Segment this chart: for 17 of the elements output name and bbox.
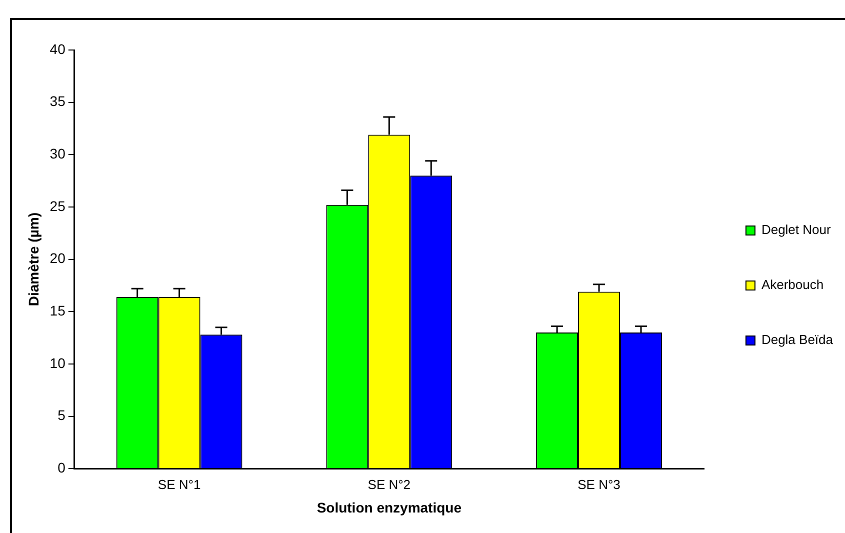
y-tick-label: 15 [50,302,66,318]
y-tick-label: 10 [50,354,66,371]
y-tick-label: 5 [58,407,66,424]
y-tick-label: 25 [50,198,66,214]
y-tick-label: 0 [58,459,66,476]
x-axis-title: Solution enzymatique [316,499,462,516]
y-axis-title: Diamètre (µm) [25,212,42,306]
x-tick-label: SE N°2 [368,476,411,492]
y-tick-label: 40 [50,40,66,57]
x-tick-label: SE N°3 [578,476,620,492]
legend-label: Akerbouch [761,277,824,292]
x-tick-label: SE N°1 [158,476,201,492]
y-tick-label: 35 [50,93,66,110]
y-tick-label: 20 [50,250,66,266]
y-tick-label: 30 [50,146,66,162]
legend-label: Deglet Nour [761,222,832,238]
legend-label: Degla Beïda [761,332,834,348]
